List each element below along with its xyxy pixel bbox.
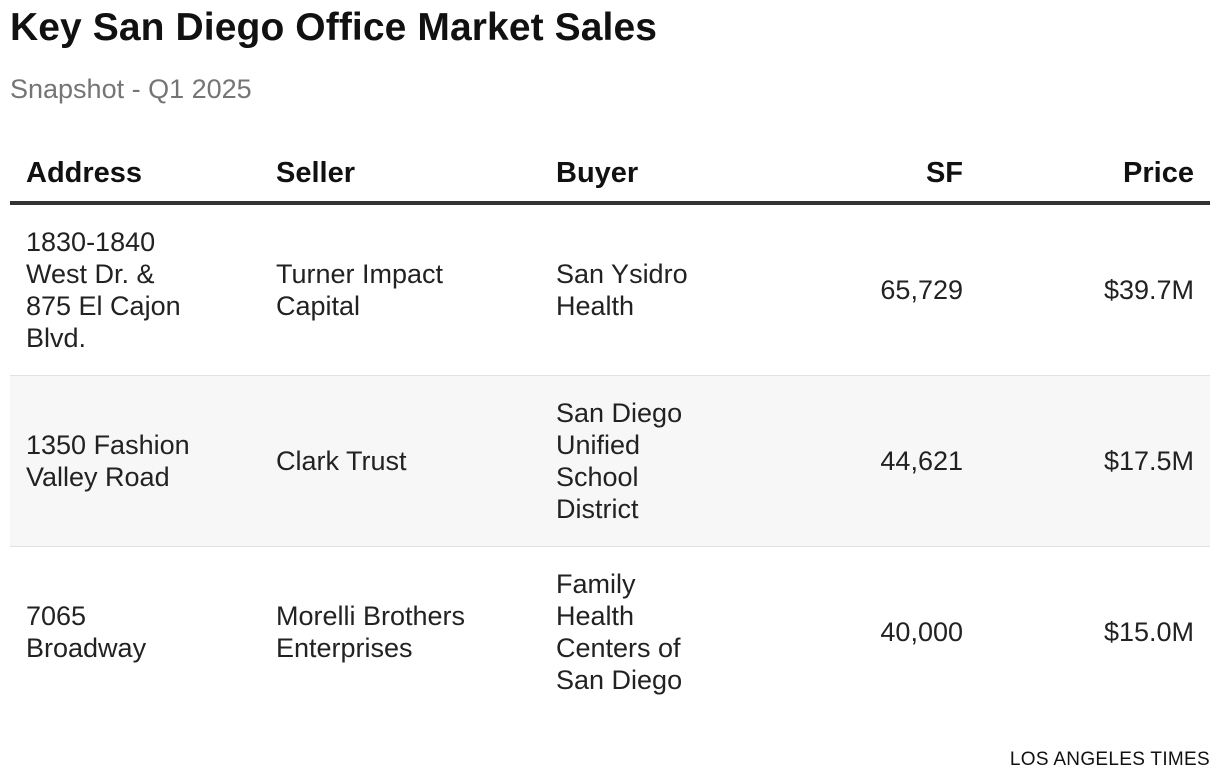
seller-text: Morelli Brothers Enterprises: [276, 601, 466, 663]
price-cell: $17.5M: [979, 375, 1210, 547]
seller-cell: Turner Impact Capital: [260, 203, 540, 376]
table-header-row: Address Seller Buyer SF Price: [10, 145, 1210, 205]
table-row: 1830-1840 West Dr. & 875 El Cajon Blvd. …: [10, 203, 1210, 376]
buyer-cell: San Diego Unified School District: [540, 375, 740, 547]
buyer-text: Family Health Centers of San Diego: [556, 569, 683, 695]
price-cell: $39.7M: [1103, 275, 1194, 305]
table-row: 1350 Fashion Valley Road Clark Trust San…: [10, 375, 1210, 547]
seller-text: Clark Trust: [276, 446, 407, 476]
address-cell: 1350 Fashion Valley Road: [10, 375, 260, 547]
address-text: 1830-1840 West Dr. & 875 El Cajon Blvd.: [26, 227, 181, 353]
sf-cell: 65,729: [880, 275, 963, 305]
buyer-text: San Diego Unified School District: [556, 398, 683, 524]
column-header-seller: Seller: [260, 145, 540, 205]
chart-title: Key San Diego Office Market Sales: [10, 6, 658, 49]
sf-cell: 44,621: [740, 375, 979, 547]
column-header-buyer: Buyer: [540, 145, 740, 205]
price-cell: $15.0M: [979, 546, 1210, 717]
address-text: 1350 Fashion Valley Road: [26, 430, 190, 492]
seller-cell: Morelli Brothers Enterprises: [260, 546, 540, 717]
address-cell: 7065 Broadway: [10, 546, 260, 717]
source-credit: LOS ANGELES TIMES: [1009, 749, 1210, 770]
column-header-address: Address: [10, 145, 260, 205]
sales-table: Address Seller Buyer SF Price 1830-1840 …: [10, 145, 1210, 717]
table-row: 7065 Broadway Morelli Brothers Enterpris…: [10, 546, 1210, 717]
column-header-sf: SF: [740, 145, 979, 205]
buyer-text: San Ysidro Health: [556, 259, 688, 321]
address-text: 7065 Broadway: [26, 601, 147, 663]
buyer-cell: Family Health Centers of San Diego: [540, 546, 740, 717]
chart-container: Key San Diego Office Market Sales Snapsh…: [10, 0, 1210, 717]
column-header-price: Price: [979, 145, 1210, 205]
address-cell: 1830-1840 West Dr. & 875 El Cajon Blvd.: [10, 203, 260, 376]
seller-cell: Clark Trust: [260, 375, 540, 547]
chart-subtitle: Snapshot - Q1 2025: [10, 74, 252, 104]
buyer-cell: San Ysidro Health: [540, 203, 740, 376]
sf-cell: 40,000: [740, 546, 979, 717]
seller-text: Turner Impact Capital: [276, 259, 444, 321]
